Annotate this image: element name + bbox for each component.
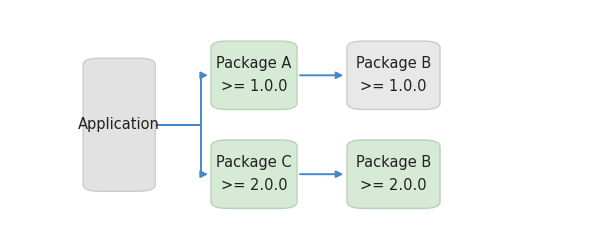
Text: >= 1.0.0: >= 1.0.0	[360, 79, 427, 94]
Text: >= 2.0.0: >= 2.0.0	[360, 178, 427, 193]
Text: Package B: Package B	[356, 56, 431, 71]
Text: Application: Application	[78, 117, 160, 132]
FancyBboxPatch shape	[347, 41, 440, 109]
Text: >= 1.0.0: >= 1.0.0	[221, 79, 287, 94]
Text: >= 2.0.0: >= 2.0.0	[221, 178, 287, 193]
Text: Package A: Package A	[217, 56, 292, 71]
FancyBboxPatch shape	[211, 140, 297, 208]
FancyBboxPatch shape	[347, 140, 440, 208]
FancyBboxPatch shape	[211, 41, 297, 109]
Text: Package C: Package C	[216, 155, 292, 170]
Text: Package B: Package B	[356, 155, 431, 170]
FancyBboxPatch shape	[83, 58, 155, 191]
